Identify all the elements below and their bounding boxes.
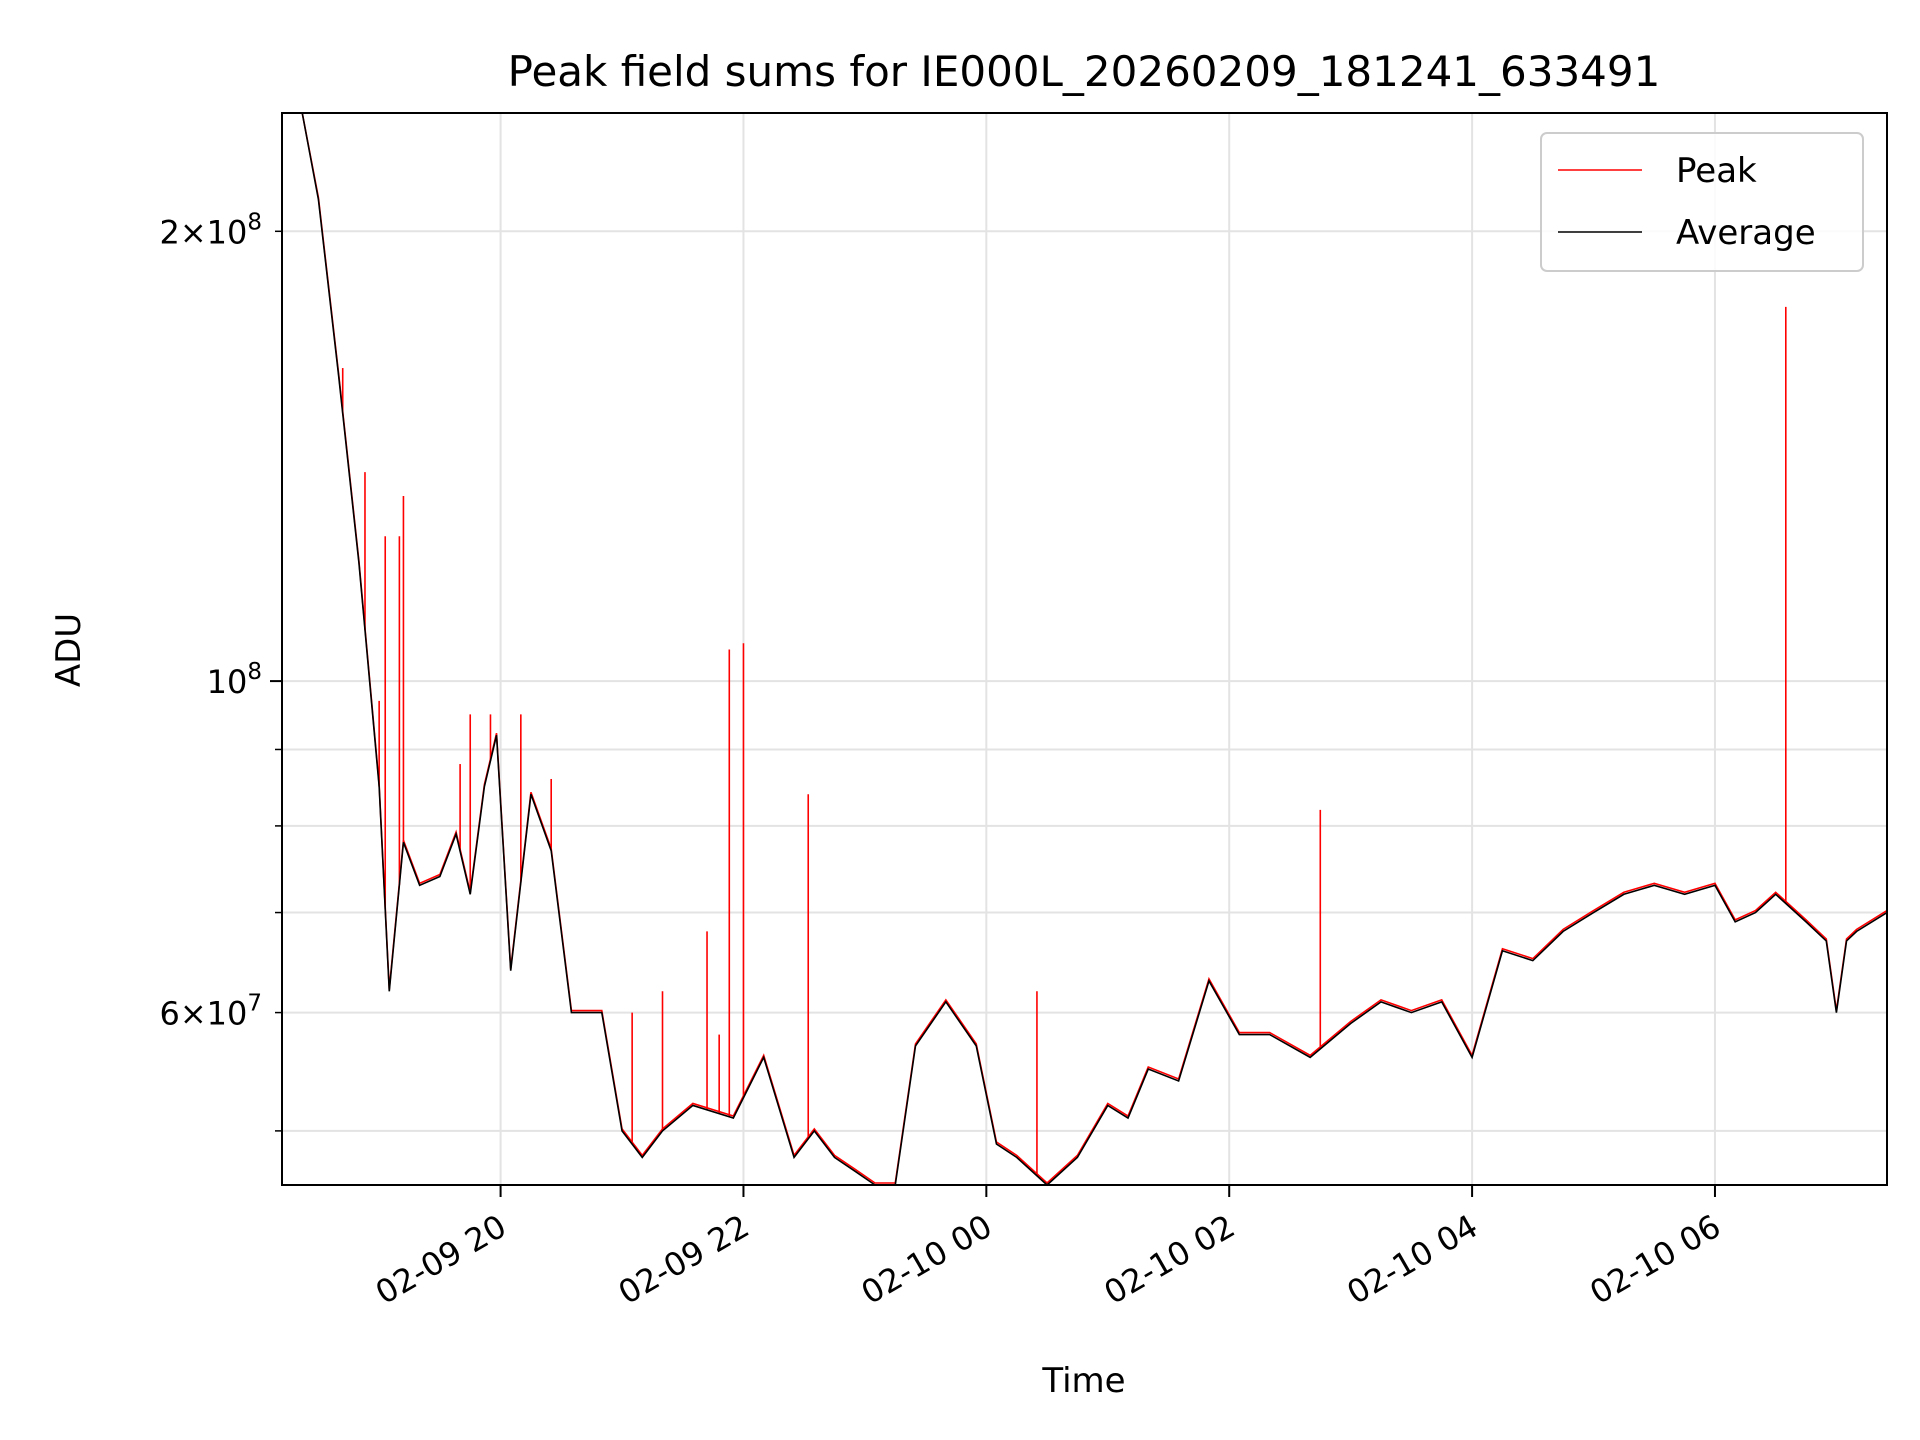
- y-axis-title: ADU: [49, 613, 89, 687]
- x-axis-title: Time: [1041, 1361, 1125, 1401]
- y-tick-label: 2×108: [159, 209, 262, 251]
- legend: Peak Average: [1540, 132, 1864, 272]
- plot-lines: [301, 112, 1888, 1187]
- legend-box: [1540, 132, 1864, 272]
- average-series-line: [301, 112, 1888, 1187]
- legend-label-average: Average: [1676, 213, 1816, 253]
- y-tick-label: 6×107: [159, 991, 262, 1033]
- chart-title: Peak field sums for IE000L_20260209_1812…: [508, 47, 1661, 96]
- legend-label-peak: Peak: [1676, 151, 1757, 191]
- y-tick-label: 108: [207, 659, 262, 701]
- plot-frame: [281, 112, 1888, 1186]
